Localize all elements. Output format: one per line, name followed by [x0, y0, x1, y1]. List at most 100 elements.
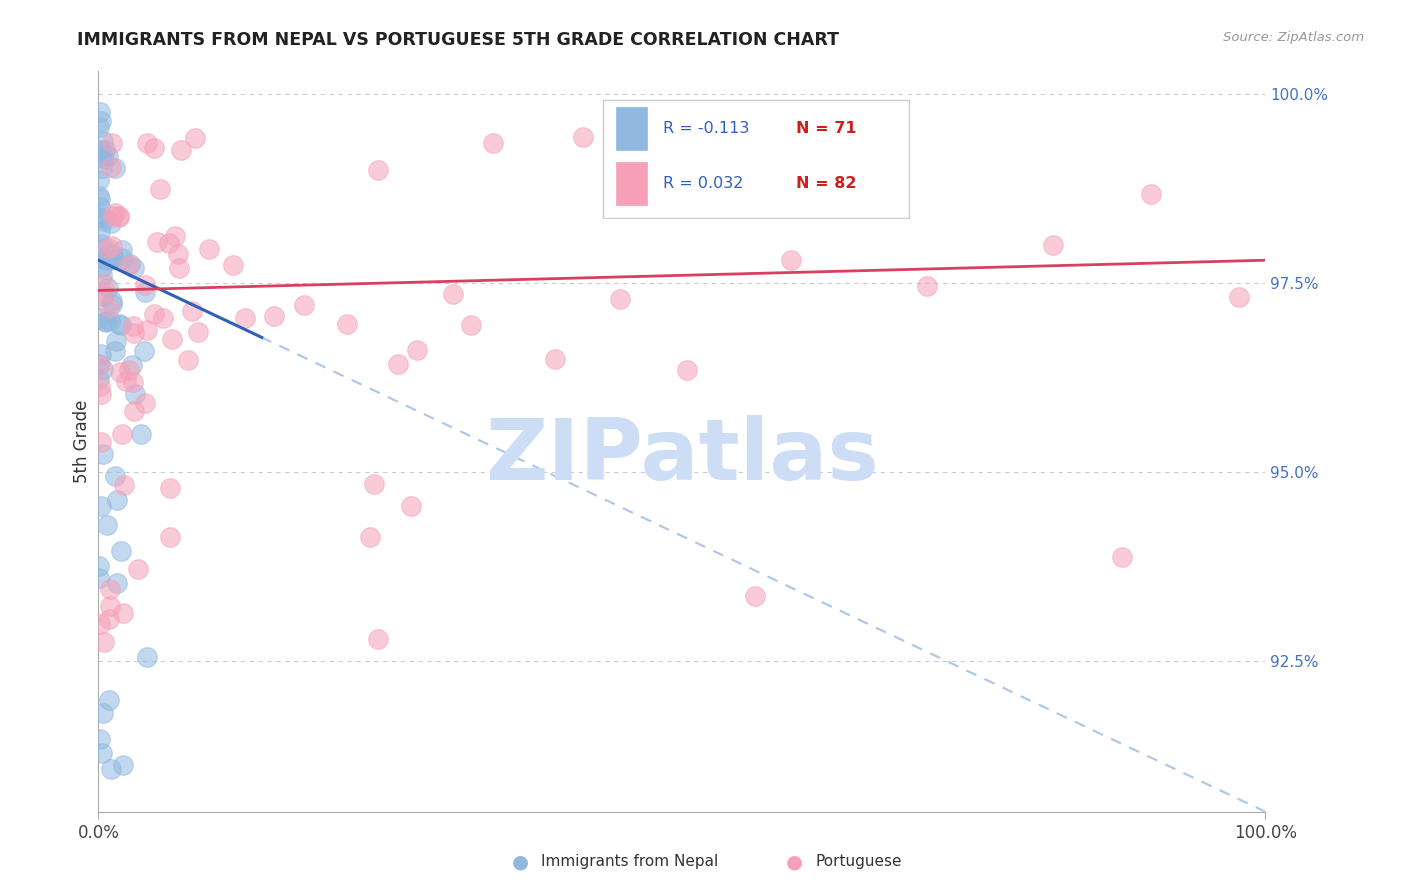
Point — [136, 650, 159, 665]
Point — [160, 333, 183, 347]
Point — [180, 303, 202, 318]
Point — [111, 243, 134, 257]
Point — [91, 260, 114, 274]
Point — [103, 248, 125, 262]
Point — [87, 120, 110, 135]
Point — [127, 561, 149, 575]
Point — [97, 241, 120, 255]
Point — [108, 365, 131, 379]
Point — [89, 251, 111, 265]
Point — [1227, 289, 1250, 303]
Point — [122, 318, 145, 333]
Text: ●: ● — [512, 852, 529, 871]
Point — [89, 188, 111, 202]
Point — [110, 318, 132, 332]
Point — [104, 206, 127, 220]
Point — [177, 353, 200, 368]
Point — [91, 447, 114, 461]
Point — [572, 130, 595, 145]
Point — [841, 191, 863, 205]
Point — [98, 692, 121, 706]
Text: R = -0.113: R = -0.113 — [664, 121, 749, 136]
Point — [222, 258, 245, 272]
Point — [89, 200, 111, 214]
Point — [97, 300, 120, 314]
Point — [110, 543, 132, 558]
FancyBboxPatch shape — [603, 100, 910, 219]
Point — [98, 314, 121, 328]
Point — [104, 334, 127, 348]
Point — [165, 229, 187, 244]
Text: Immigrants from Nepal: Immigrants from Nepal — [541, 854, 718, 869]
Point — [90, 268, 112, 282]
Point — [91, 286, 114, 301]
Point — [197, 242, 219, 256]
Point — [90, 236, 112, 251]
Point — [105, 492, 128, 507]
Point — [91, 289, 114, 303]
Point — [111, 758, 134, 772]
Point — [89, 311, 111, 326]
Point — [90, 143, 112, 157]
Point — [121, 358, 143, 372]
Point — [159, 481, 181, 495]
Point — [89, 104, 111, 119]
Point — [108, 210, 131, 224]
Point — [460, 318, 482, 332]
Point — [89, 732, 111, 747]
Point — [143, 141, 166, 155]
Point — [96, 315, 118, 329]
Point — [101, 209, 124, 223]
Point — [112, 477, 135, 491]
Point — [94, 252, 117, 267]
Point — [101, 293, 124, 308]
Text: IMMIGRANTS FROM NEPAL VS PORTUGUESE 5TH GRADE CORRELATION CHART: IMMIGRANTS FROM NEPAL VS PORTUGUESE 5TH … — [77, 31, 839, 49]
Point — [149, 182, 172, 196]
Point — [89, 379, 111, 393]
Point — [1111, 550, 1133, 565]
Point — [87, 211, 110, 225]
Point — [167, 247, 190, 261]
Point — [167, 261, 190, 276]
Point — [122, 375, 145, 389]
Point — [152, 310, 174, 325]
Point — [122, 404, 145, 418]
Point — [292, 298, 315, 312]
Text: N = 82: N = 82 — [796, 176, 856, 191]
Point — [97, 281, 120, 295]
Point — [122, 326, 145, 340]
Point — [90, 435, 112, 450]
Text: R = 0.032: R = 0.032 — [664, 176, 744, 191]
Point — [94, 143, 117, 157]
Point — [91, 706, 114, 720]
Point — [862, 120, 884, 135]
Point — [101, 297, 124, 311]
Text: ZIPatlas: ZIPatlas — [485, 415, 879, 498]
Point — [367, 163, 389, 178]
Point — [91, 134, 114, 148]
Point — [101, 239, 124, 253]
Point — [91, 249, 114, 263]
Point — [915, 278, 938, 293]
Point — [399, 500, 422, 514]
Point — [104, 469, 127, 483]
Point — [97, 149, 120, 163]
Point — [104, 161, 127, 175]
Point — [118, 258, 141, 272]
Point — [359, 530, 381, 544]
Point — [90, 346, 112, 360]
Point — [89, 357, 111, 371]
Text: ●: ● — [786, 852, 803, 871]
Point — [336, 317, 359, 331]
Text: Portuguese: Portuguese — [815, 854, 903, 869]
Point — [146, 235, 169, 250]
Point — [481, 136, 503, 151]
Point — [107, 210, 129, 224]
Point — [90, 150, 112, 164]
Point — [93, 211, 115, 225]
Point — [441, 287, 464, 301]
Text: Source: ZipAtlas.com: Source: ZipAtlas.com — [1223, 31, 1364, 45]
Point — [157, 236, 180, 251]
Point — [93, 635, 115, 649]
Point — [93, 242, 115, 256]
